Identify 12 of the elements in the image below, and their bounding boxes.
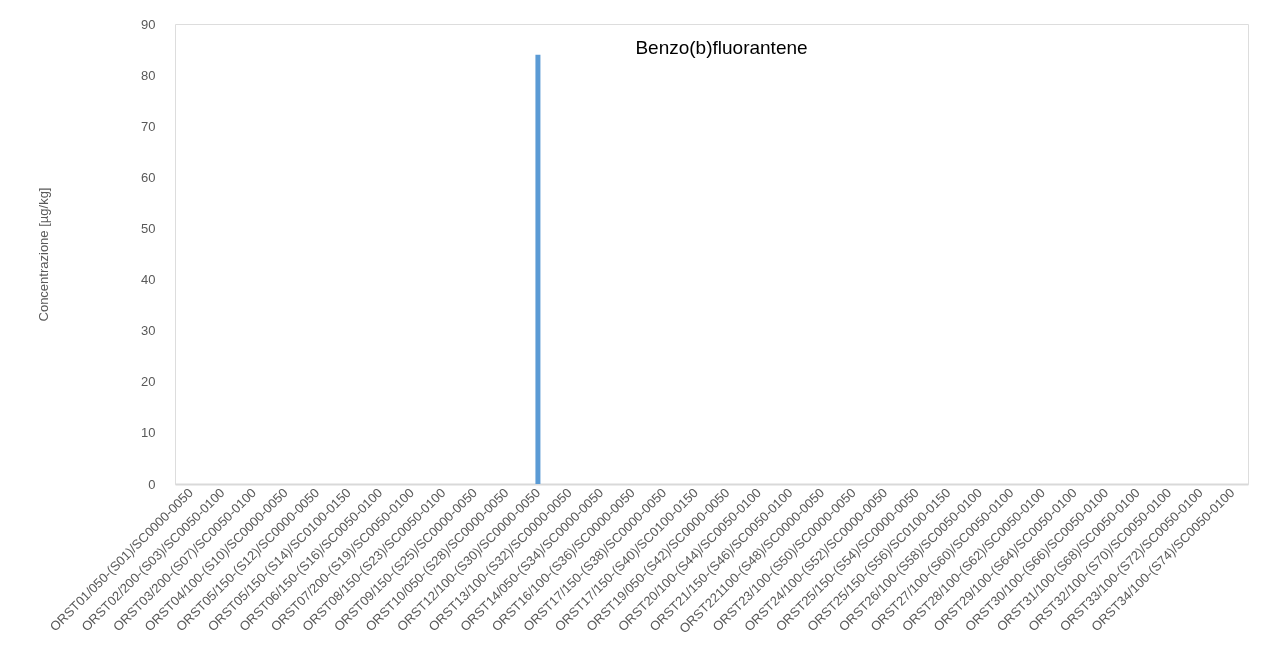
y-tick-label: 10 (141, 425, 156, 441)
y-tick-label: 20 (141, 374, 156, 390)
y-tick-label: 80 (141, 67, 156, 83)
y-tick-label: 90 (141, 16, 156, 32)
y-tick-label: 60 (141, 169, 156, 185)
y-tick-label: 70 (141, 118, 156, 134)
y-axis-title: Concentrazione [µg/kg] (36, 187, 52, 322)
y-tick-label: 50 (141, 220, 156, 236)
y-tick-label: 30 (141, 323, 156, 339)
y-tick-label: 40 (141, 272, 156, 288)
text: Benzo(b)fluorantene (635, 37, 808, 58)
y-tick-label: 0 (148, 476, 156, 492)
